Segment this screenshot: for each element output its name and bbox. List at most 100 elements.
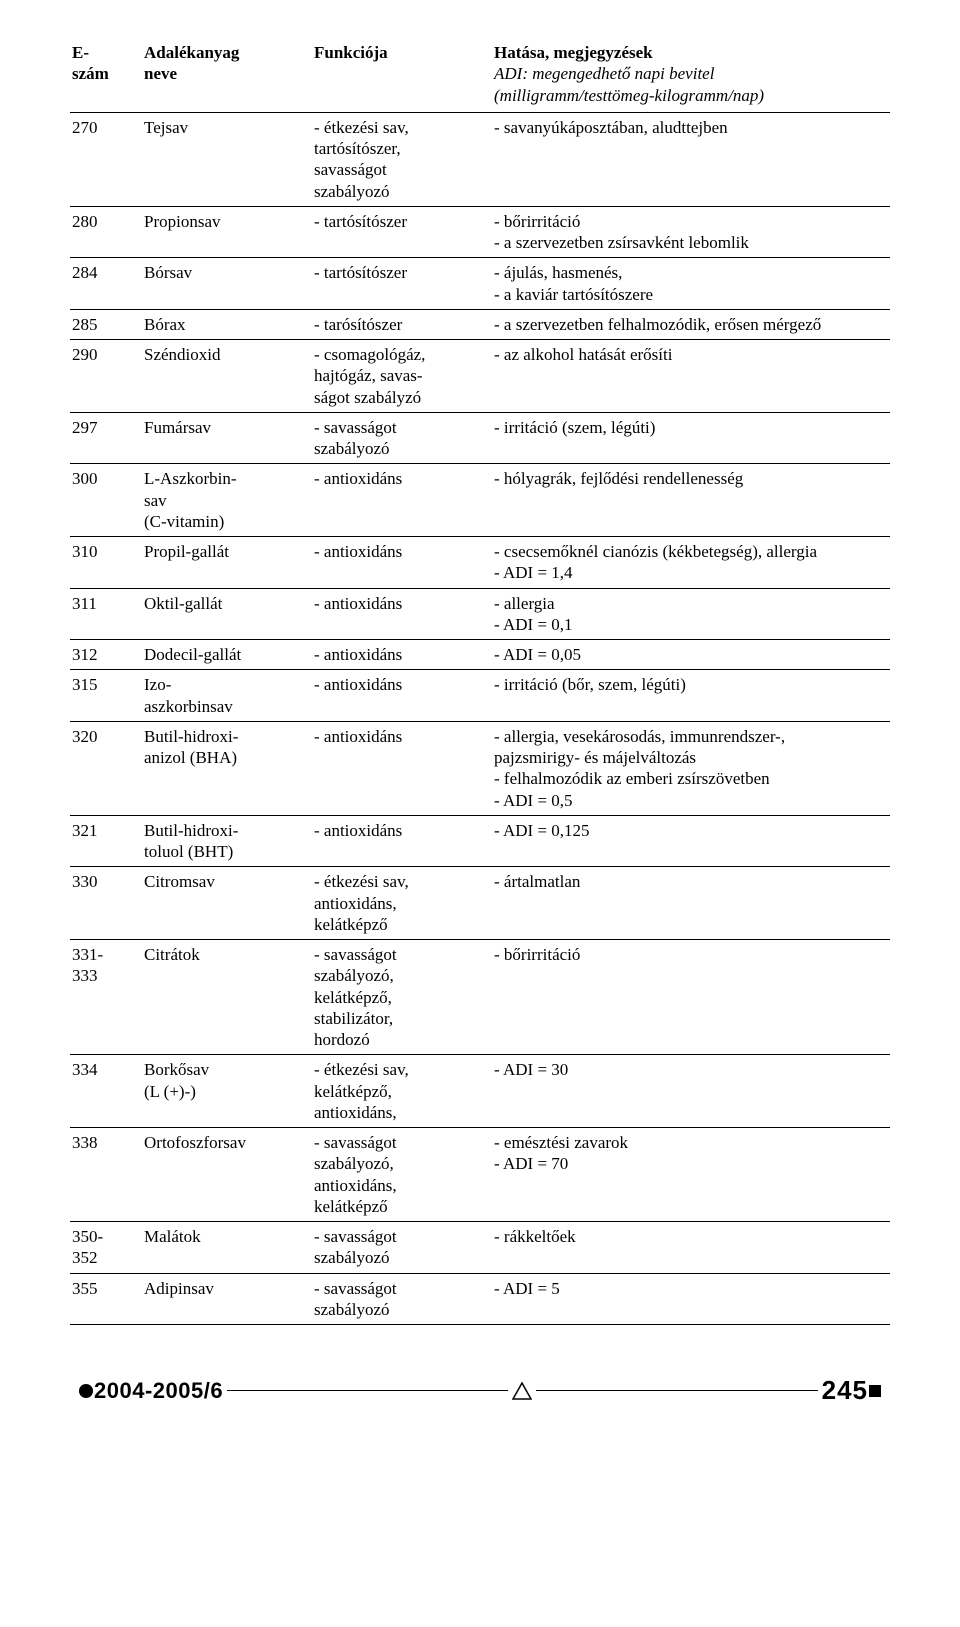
table-row: 290Széndioxid- csomagológáz,hajtógáz, sa… bbox=[70, 340, 890, 413]
cell-effects: - ADI = 0,05 bbox=[492, 640, 890, 670]
cell-function: - antioxidáns bbox=[312, 537, 492, 589]
cell-additive-name: Dodecil-gallát bbox=[142, 640, 312, 670]
footer-rule-left bbox=[227, 1390, 508, 1391]
cell-function: - tartósítószer bbox=[312, 206, 492, 258]
header-e-number: E- szám bbox=[70, 38, 142, 112]
cell-e-number: 321 bbox=[70, 815, 142, 867]
cell-e-number: 270 bbox=[70, 112, 142, 206]
cell-e-number: 350-352 bbox=[70, 1222, 142, 1274]
cell-function: - savasságotszabályozó bbox=[312, 1222, 492, 1274]
table-row: 330Citromsav- étkezési sav,antioxidáns,k… bbox=[70, 867, 890, 940]
cell-additive-name: Adipinsav bbox=[142, 1273, 312, 1325]
table-body: 270Tejsav- étkezési sav,tartósítószer,sa… bbox=[70, 112, 890, 1324]
table-row: 315Izo-aszkorbinsav- antioxidáns- irritá… bbox=[70, 670, 890, 722]
cell-function: - étkezési sav,antioxidáns,kelátképző bbox=[312, 867, 492, 940]
cell-e-number: 331-333 bbox=[70, 940, 142, 1055]
cell-e-number: 311 bbox=[70, 588, 142, 640]
cell-function: - antioxidáns bbox=[312, 815, 492, 867]
cell-effects: - emésztési zavarok- ADI = 70 bbox=[492, 1128, 890, 1222]
cell-effects: - irritáció (szem, légúti) bbox=[492, 412, 890, 464]
header-effects-sub1: ADI: megengedhető napi bevitel bbox=[494, 64, 714, 83]
cell-effects: - hólyagrák, fejlődési rendellenesség bbox=[492, 464, 890, 537]
header-name-line1: Adalékanyag bbox=[144, 43, 239, 62]
footer-dot-icon bbox=[78, 1383, 94, 1399]
table-row: 284Bórsav- tartósítószer- ájulás, hasmen… bbox=[70, 258, 890, 310]
cell-additive-name: Bórax bbox=[142, 309, 312, 339]
cell-e-number: 334 bbox=[70, 1055, 142, 1128]
cell-function: - étkezési sav,tartósítószer,savasságots… bbox=[312, 112, 492, 206]
table-row: 331-333Citrátok- savasságotszabályozó,ke… bbox=[70, 940, 890, 1055]
footer-rule-right bbox=[536, 1390, 817, 1391]
cell-additive-name: Széndioxid bbox=[142, 340, 312, 413]
cell-additive-name: Citrátok bbox=[142, 940, 312, 1055]
cell-additive-name: Oktil-gallát bbox=[142, 588, 312, 640]
cell-function: - antioxidáns bbox=[312, 721, 492, 815]
header-e-number-line2: szám bbox=[72, 64, 109, 83]
cell-effects: - csecsemőknél cianózis (kékbetegség), a… bbox=[492, 537, 890, 589]
cell-e-number: 285 bbox=[70, 309, 142, 339]
cell-additive-name: L-Aszkorbin-sav(C-vitamin) bbox=[142, 464, 312, 537]
cell-e-number: 290 bbox=[70, 340, 142, 413]
cell-effects: - irritáció (bőr, szem, légúti) bbox=[492, 670, 890, 722]
header-effects-sub2: (milligramm/testtömeg-kilogramm/nap) bbox=[494, 86, 764, 105]
cell-function: - savasságotszabályozó,antioxidáns,kelát… bbox=[312, 1128, 492, 1222]
header-additive-name: Adalékanyag neve bbox=[142, 38, 312, 112]
cell-effects: - allergia- ADI = 0,1 bbox=[492, 588, 890, 640]
cell-function: - savasságotszabályozó,kelátképző,stabil… bbox=[312, 940, 492, 1055]
cell-function: - étkezési sav,kelátképző,antioxidáns, bbox=[312, 1055, 492, 1128]
footer-triangle-icon bbox=[512, 1382, 532, 1400]
cell-e-number: 320 bbox=[70, 721, 142, 815]
cell-e-number: 338 bbox=[70, 1128, 142, 1222]
table-row: 355Adipinsav- savasságotszabályozó- ADI … bbox=[70, 1273, 890, 1325]
table-row: 297Fumársav- savasságotszabályozó- irrit… bbox=[70, 412, 890, 464]
cell-additive-name: Ortofoszforsav bbox=[142, 1128, 312, 1222]
cell-additive-name: Butil-hidroxi-anizol (BHA) bbox=[142, 721, 312, 815]
cell-function: - antioxidáns bbox=[312, 464, 492, 537]
cell-effects: - ADI = 30 bbox=[492, 1055, 890, 1128]
header-e-number-line1: E- bbox=[72, 43, 89, 62]
footer-page-number: 245 bbox=[822, 1375, 868, 1406]
cell-function: - tartósítószer bbox=[312, 258, 492, 310]
cell-function: - savasságotszabályozó bbox=[312, 412, 492, 464]
cell-effects: - a szervezetben felhalmozódik, erősen m… bbox=[492, 309, 890, 339]
header-function: Funkciója bbox=[312, 38, 492, 112]
table-row: 321Butil-hidroxi-toluol (BHT)- antioxidá… bbox=[70, 815, 890, 867]
cell-e-number: 355 bbox=[70, 1273, 142, 1325]
cell-e-number: 297 bbox=[70, 412, 142, 464]
cell-additive-name: Propionsav bbox=[142, 206, 312, 258]
cell-function: - antioxidáns bbox=[312, 588, 492, 640]
header-effects-main: Hatása, megjegyzések bbox=[494, 43, 653, 62]
header-name-line2: neve bbox=[144, 64, 177, 83]
table-row: 312Dodecil-gallát- antioxidáns- ADI = 0,… bbox=[70, 640, 890, 670]
header-function-label: Funkciója bbox=[314, 43, 388, 62]
cell-effects: - allergia, vesekárosodás, immunrendszer… bbox=[492, 721, 890, 815]
cell-additive-name: Fumársav bbox=[142, 412, 312, 464]
table-row: 338Ortofoszforsav- savasságotszabályozó,… bbox=[70, 1128, 890, 1222]
cell-effects: - ártalmatlan bbox=[492, 867, 890, 940]
cell-function: - antioxidáns bbox=[312, 640, 492, 670]
table-row: 311Oktil-gallát- antioxidáns- allergia- … bbox=[70, 588, 890, 640]
footer-square-icon bbox=[868, 1384, 882, 1398]
cell-additive-name: Izo-aszkorbinsav bbox=[142, 670, 312, 722]
cell-function: - tarósítószer bbox=[312, 309, 492, 339]
cell-additive-name: Borkősav(L (+)-) bbox=[142, 1055, 312, 1128]
cell-additive-name: Citromsav bbox=[142, 867, 312, 940]
table-row: 320Butil-hidroxi-anizol (BHA)- antioxidá… bbox=[70, 721, 890, 815]
page-footer: 2004-2005/6 245 bbox=[70, 1375, 890, 1406]
header-effects: Hatása, megjegyzések ADI: megengedhető n… bbox=[492, 38, 890, 112]
table-row: 280Propionsav- tartósítószer- bőrirritác… bbox=[70, 206, 890, 258]
cell-effects: - ADI = 5 bbox=[492, 1273, 890, 1325]
cell-function: - savasságotszabályozó bbox=[312, 1273, 492, 1325]
cell-additive-name: Butil-hidroxi-toluol (BHT) bbox=[142, 815, 312, 867]
cell-effects: - rákkeltőek bbox=[492, 1222, 890, 1274]
cell-effects: - savanyúkáposztában, aludttejben bbox=[492, 112, 890, 206]
table-row: 310Propil-gallát- antioxidáns- csecsemők… bbox=[70, 537, 890, 589]
cell-e-number: 280 bbox=[70, 206, 142, 258]
table-row: 300L-Aszkorbin-sav(C-vitamin)- antioxidá… bbox=[70, 464, 890, 537]
table-row: 270Tejsav- étkezési sav,tartósítószer,sa… bbox=[70, 112, 890, 206]
cell-additive-name: Malátok bbox=[142, 1222, 312, 1274]
cell-e-number: 330 bbox=[70, 867, 142, 940]
cell-function: - antioxidáns bbox=[312, 670, 492, 722]
cell-additive-name: Bórsav bbox=[142, 258, 312, 310]
document-page: E- szám Adalékanyag neve Funkciója Hatás… bbox=[0, 0, 960, 1436]
